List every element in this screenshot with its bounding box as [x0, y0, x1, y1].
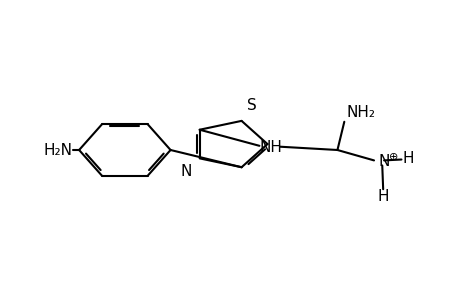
Text: H: H	[376, 189, 388, 204]
Text: NH: NH	[259, 140, 282, 155]
Text: H: H	[402, 152, 413, 166]
Text: N: N	[179, 164, 191, 179]
Text: H₂N: H₂N	[43, 142, 72, 158]
Text: NH₂: NH₂	[346, 105, 375, 120]
Text: S: S	[246, 98, 256, 113]
Text: N: N	[378, 154, 389, 169]
Text: ⊕: ⊕	[388, 152, 397, 162]
